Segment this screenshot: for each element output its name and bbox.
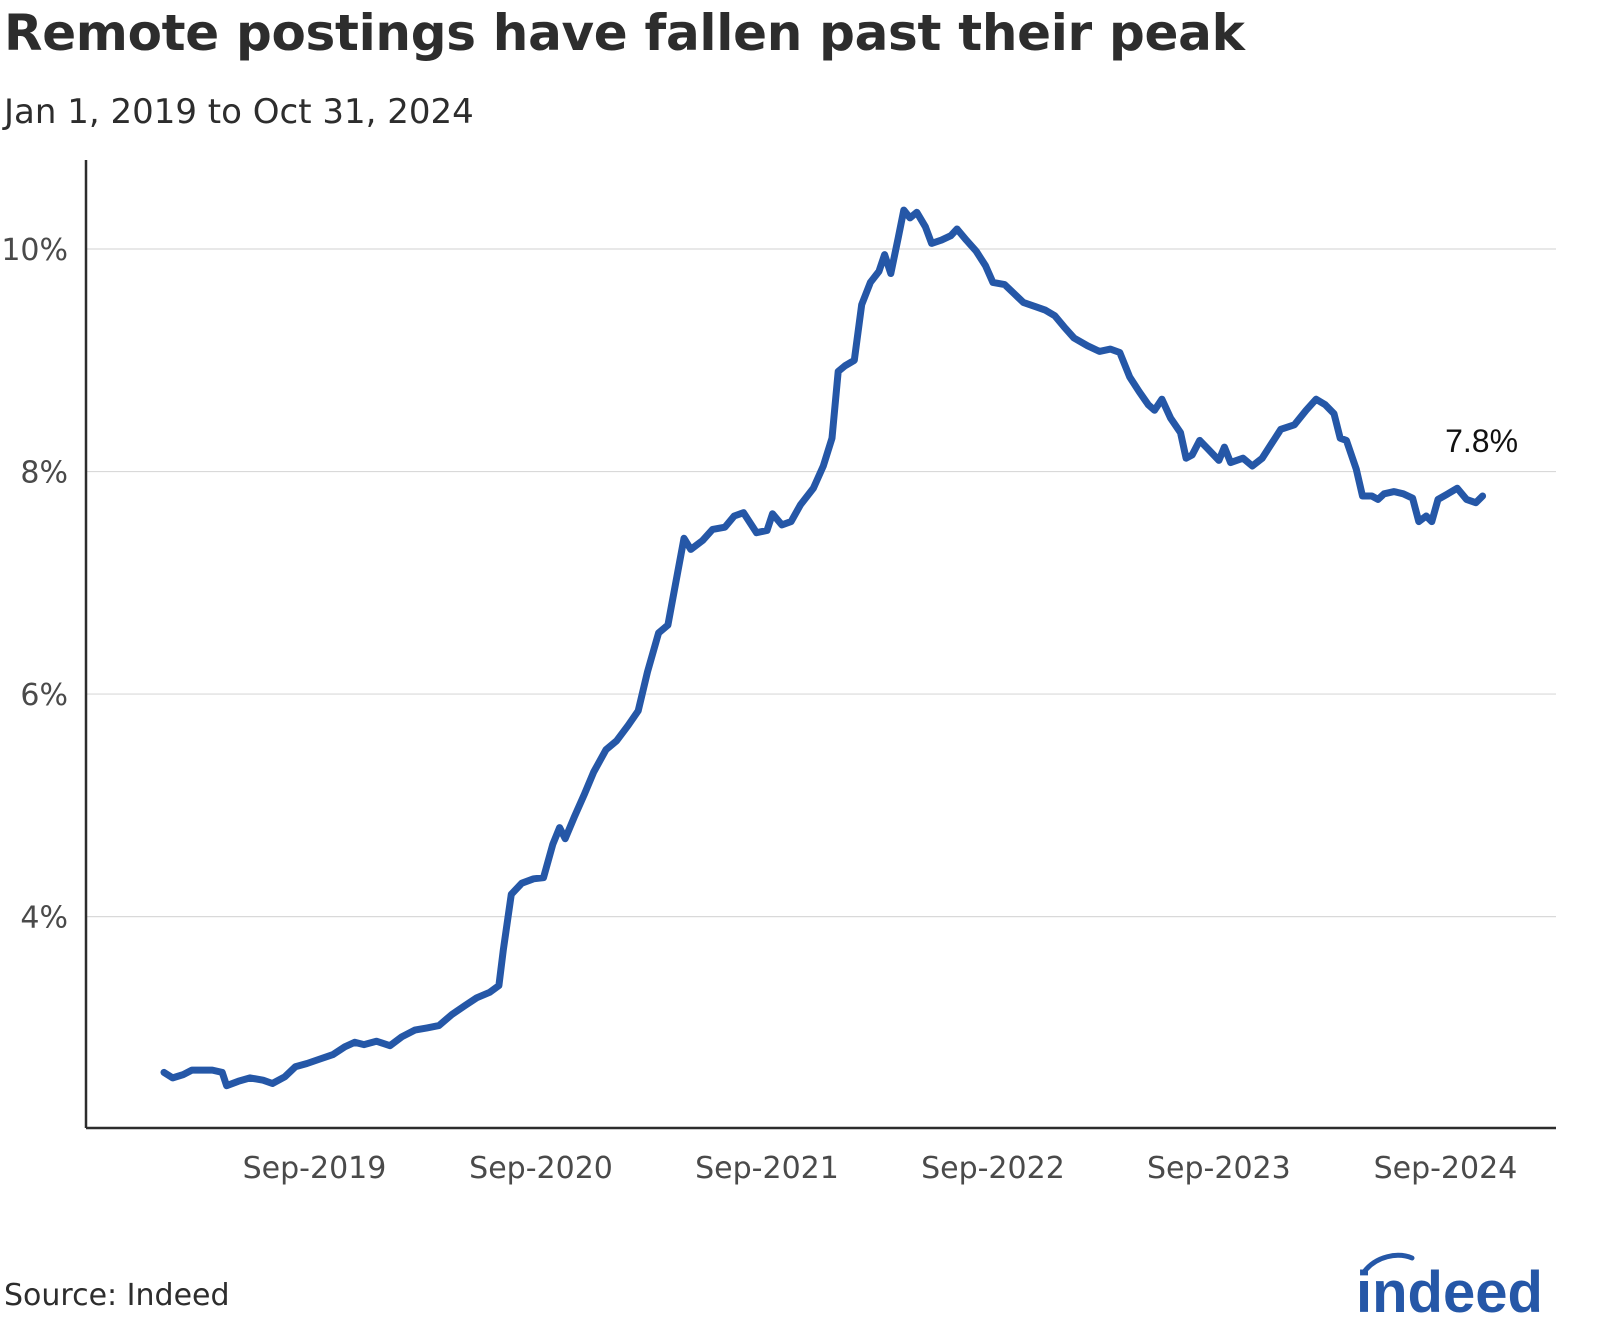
x-tick-label: Sep-2019 — [243, 1151, 387, 1186]
last-value-label: 7.8% — [1445, 423, 1518, 459]
y-tick-label: 6% — [20, 678, 68, 713]
logo-wordmark: indeed — [1356, 1260, 1543, 1320]
y-tick-label: 10% — [1, 233, 68, 268]
series-line — [160, 206, 1487, 1090]
x-tick-label: Sep-2020 — [469, 1151, 613, 1186]
x-tick-label: Sep-2024 — [1374, 1151, 1518, 1186]
chart-subtitle: Jan 1, 2019 to Oct 31, 2024 — [4, 92, 474, 132]
source-note: Source: Indeed — [4, 1278, 230, 1313]
x-tick-label: Sep-2021 — [695, 1151, 839, 1186]
chart-title: Remote postings have fallen past their p… — [4, 4, 1245, 62]
y-tick-label: 4% — [20, 901, 68, 936]
x-tick-label: Sep-2022 — [921, 1151, 1065, 1186]
y-tick-label: 8% — [20, 456, 68, 491]
logo-swoosh — [1361, 1252, 1415, 1275]
x-tick-label: Sep-2023 — [1147, 1151, 1291, 1186]
indeed-logo: indeed — [1356, 1252, 1543, 1320]
